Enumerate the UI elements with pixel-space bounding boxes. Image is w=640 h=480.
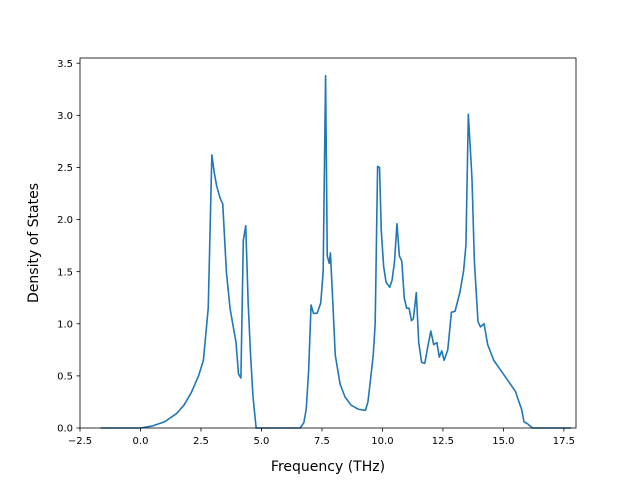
x-tick-label: 10.0	[371, 436, 393, 447]
x-axis-label: Frequency (THz)	[271, 459, 385, 475]
x-tick-label: −2.5	[68, 436, 92, 447]
y-tick-label: 1.0	[57, 319, 73, 330]
y-tick-label: 0.5	[57, 371, 73, 382]
axes-frame	[79, 57, 577, 429]
y-axis-ticks: 0.0 0.5 1.0 1.5 2.0 2.5 3.0 3.5	[57, 59, 80, 435]
y-tick-label: 3.0	[57, 111, 73, 122]
x-tick-label: 12.5	[432, 436, 454, 447]
plot-area	[100, 74, 572, 429]
x-tick-label: 17.5	[553, 436, 575, 447]
x-tick-label: 2.5	[193, 436, 209, 447]
x-axis-ticks: −2.5 0.0 2.5 5.0 7.5 10.0 12.5 15.0 17.5	[68, 428, 575, 447]
y-tick-label: 2.5	[57, 163, 73, 174]
y-tick-label: 0.0	[57, 424, 73, 435]
x-tick-label: 0.0	[133, 436, 149, 447]
y-tick-label: 3.5	[57, 59, 73, 70]
x-tick-label: 7.5	[314, 436, 330, 447]
x-tick-label: 15.0	[492, 436, 514, 447]
y-tick-label: 2.0	[57, 215, 73, 226]
y-axis-label: Density of States	[26, 183, 42, 303]
y-tick-label: 1.5	[57, 267, 73, 278]
x-tick-label: 5.0	[254, 436, 270, 447]
dos-series-line	[100, 74, 572, 429]
